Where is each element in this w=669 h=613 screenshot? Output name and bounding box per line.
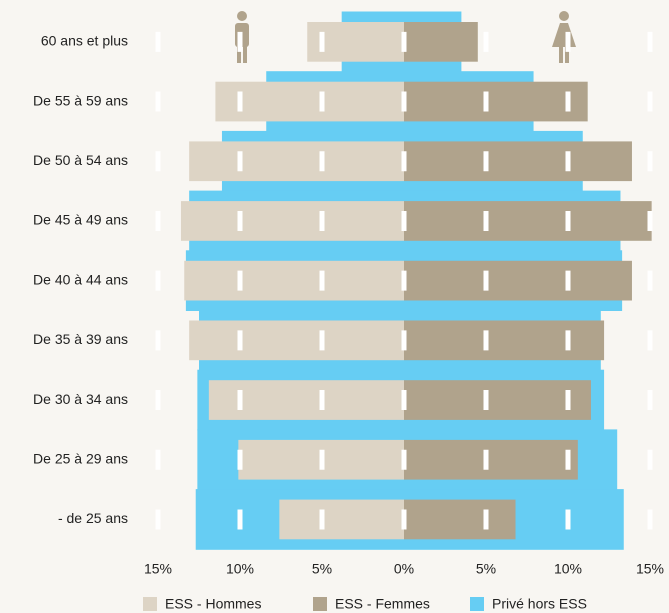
y-tick-label: De 50 à 54 ans — [33, 152, 128, 168]
woman-icon — [552, 11, 576, 63]
legend-swatch — [470, 597, 484, 611]
bar — [279, 499, 404, 540]
x-tick-label: 5% — [476, 561, 496, 577]
bar — [404, 260, 632, 301]
bar — [189, 141, 404, 182]
bar — [404, 320, 605, 361]
bar — [404, 141, 632, 182]
bar — [404, 81, 588, 122]
y-tick-label: 60 ans et plus — [41, 33, 128, 49]
x-tick-label: 15% — [144, 561, 172, 577]
bar — [189, 320, 404, 361]
x-tick-label: 15% — [636, 561, 664, 577]
bar — [404, 380, 591, 420]
legend-swatch — [143, 597, 157, 611]
x-tick-label: 10% — [226, 561, 254, 577]
x-tick-label: 10% — [554, 561, 582, 577]
y-tick-label: De 35 à 39 ans — [33, 331, 128, 347]
y-tick-label: De 30 à 34 ans — [33, 391, 128, 407]
bar — [404, 22, 478, 62]
legend-label: ESS - Femmes — [335, 596, 430, 612]
bar — [215, 81, 404, 122]
bar — [404, 439, 578, 480]
legend-label: ESS - Hommes — [165, 596, 261, 612]
y-tick-label: De 45 à 49 ans — [33, 212, 128, 228]
legend-label: Privé hors ESS — [492, 596, 587, 612]
y-tick-label: - de 25 ans — [58, 510, 128, 526]
x-tick-label: 0% — [394, 561, 414, 577]
bar — [404, 499, 516, 540]
y-tick-label: De 25 à 29 ans — [33, 450, 128, 466]
x-tick-label: 5% — [312, 561, 332, 577]
bar — [184, 260, 404, 301]
legend-swatch — [313, 597, 327, 611]
bar — [180, 201, 404, 241]
bar — [404, 201, 652, 241]
y-tick-label: De 55 à 59 ans — [33, 92, 128, 108]
y-tick-label: De 40 à 44 ans — [33, 271, 128, 287]
